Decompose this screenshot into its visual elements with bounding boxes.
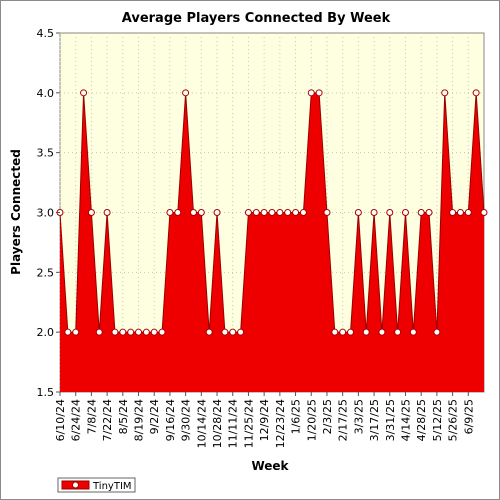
x-axis-ticks: 6/10/24 6/24/24 7/8/24 7/22/24 8/5/24 8/19/24… [54, 392, 475, 448]
data-point [95, 328, 103, 336]
data-point [72, 328, 80, 336]
data-point [472, 89, 480, 97]
x-tick-label: 9/30/24 [180, 399, 193, 441]
data-point [268, 209, 276, 216]
data-point [197, 209, 205, 216]
y-tick-label: 3.0 [37, 207, 55, 220]
x-tick-label: 5/26/25 [447, 399, 460, 441]
x-tick-label: 10/28/24 [211, 399, 224, 448]
data-point [276, 209, 284, 216]
data-point [339, 328, 347, 336]
data-point [182, 89, 190, 97]
data-point [401, 209, 409, 216]
x-tick-label: 2/17/25 [337, 399, 350, 441]
x-tick-label: 6/10/24 [54, 399, 67, 441]
x-tick-label: 11/11/24 [227, 399, 240, 448]
data-point [425, 209, 433, 216]
data-point [142, 328, 150, 336]
data-point [433, 328, 441, 336]
x-tick-label: 3/31/25 [384, 399, 397, 441]
x-tick-label: 8/19/24 [133, 399, 146, 441]
data-point [417, 209, 425, 216]
data-point [80, 89, 88, 97]
data-point [441, 89, 449, 97]
data-point [174, 209, 182, 216]
series-area [60, 92, 484, 392]
y-tick-label: 2.0 [37, 326, 55, 339]
data-point [87, 209, 95, 216]
data-point [299, 209, 307, 216]
y-axis-ticks: 1.5 2.0 2.5 3.0 3.5 4.0 4.5 [37, 27, 60, 399]
x-tick-label: 6/9/25 [462, 399, 475, 434]
data-point [103, 209, 111, 216]
y-tick-label: 2.5 [37, 266, 55, 279]
data-point [449, 209, 457, 216]
data-point [229, 328, 237, 336]
data-point [244, 209, 252, 216]
x-tick-label: 2/3/25 [321, 399, 334, 434]
data-point [292, 209, 300, 216]
data-point [189, 209, 197, 216]
x-tick-label: 11/25/24 [242, 399, 255, 448]
data-point [213, 209, 221, 216]
data-point [150, 328, 158, 336]
data-point [480, 209, 488, 216]
legend-marker-icon [72, 481, 79, 489]
x-tick-label: 3/3/25 [352, 399, 365, 434]
x-tick-label: 8/5/24 [117, 399, 130, 434]
x-tick-label: 6/24/24 [70, 399, 83, 441]
data-point [166, 209, 174, 216]
x-tick-label: 1/6/25 [290, 399, 303, 434]
data-point [135, 328, 143, 336]
x-tick-label: 12/23/24 [274, 399, 287, 448]
x-tick-label: 9/2/24 [148, 399, 161, 434]
x-tick-label: 9/16/24 [164, 399, 177, 441]
data-point [394, 328, 402, 336]
data-point [64, 328, 72, 336]
x-tick-label: 12/9/24 [258, 399, 271, 441]
data-point [260, 209, 268, 216]
data-point [237, 328, 245, 336]
data-point [221, 328, 229, 336]
data-point [158, 328, 166, 336]
y-tick-label: 4.0 [37, 87, 55, 100]
x-axis-title: Week [251, 459, 289, 473]
data-point [370, 209, 378, 216]
x-tick-label: 1/20/25 [305, 399, 318, 441]
data-point [127, 328, 135, 336]
y-tick-label: 3.5 [37, 147, 55, 160]
data-point [409, 328, 417, 336]
data-point [205, 328, 213, 336]
y-tick-label: 1.5 [37, 386, 55, 399]
data-point [119, 328, 127, 336]
x-tick-label: 10/14/24 [195, 399, 208, 448]
chart-title: Average Players Connected By Week [122, 11, 391, 26]
data-point [307, 89, 315, 97]
legend-label: TinyTIM [92, 481, 132, 492]
x-tick-label: 7/22/24 [101, 399, 114, 441]
data-point [315, 89, 323, 97]
y-tick-label: 4.5 [37, 27, 55, 40]
data-point [284, 209, 292, 216]
data-point [362, 328, 370, 336]
x-tick-label: 4/28/25 [415, 399, 428, 441]
legend: TinyTIM [57, 477, 136, 493]
data-point [331, 328, 339, 336]
data-point [252, 209, 260, 216]
x-tick-label: 3/17/25 [368, 399, 381, 441]
data-point [111, 328, 119, 336]
y-axis-title: Players Connected [9, 149, 23, 275]
x-tick-label: 7/8/24 [85, 399, 98, 434]
x-tick-label: 5/12/25 [431, 399, 444, 441]
data-point [386, 209, 394, 216]
data-point [354, 209, 362, 216]
data-point [456, 209, 464, 216]
data-point [464, 209, 472, 216]
x-tick-label: 4/14/25 [399, 399, 412, 441]
data-point [323, 209, 331, 216]
data-point [378, 328, 386, 336]
data-point [347, 328, 355, 336]
